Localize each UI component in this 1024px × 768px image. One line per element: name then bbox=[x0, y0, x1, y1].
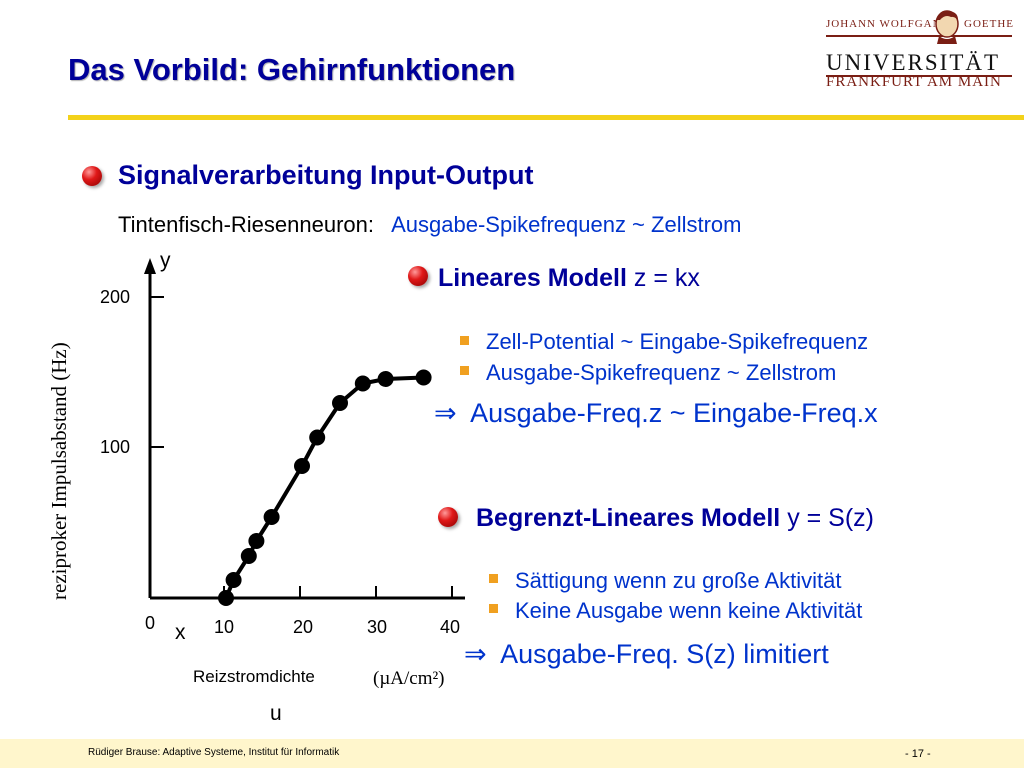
section-subtitle: Tintenfisch-Riesenneuron: Ausgabe-Spikef… bbox=[118, 212, 741, 238]
bounded-bullet: Keine Ausgabe wenn keine Aktivität bbox=[515, 598, 863, 623]
bounded-model-formula: y = S(z) bbox=[787, 504, 875, 532]
logo-divider-top bbox=[826, 35, 1012, 37]
section-heading: Signalverarbeitung Input-Output bbox=[118, 160, 534, 190]
slide-title: Das Vorbild: Gehirnfunktionen bbox=[68, 52, 516, 87]
x-tick-label-40: 40 bbox=[440, 617, 460, 637]
bounded-bullet: Sättigung wenn zu große Aktivität bbox=[515, 568, 842, 593]
data-point bbox=[218, 590, 234, 606]
y-axis-title: reziproker Impulsabstand (Hz) bbox=[47, 342, 71, 600]
linear-model-heading: Lineares Modell z = kx bbox=[438, 264, 700, 293]
data-point bbox=[354, 375, 371, 392]
x-tick-label-0: 0 bbox=[145, 613, 155, 633]
u-variable-label: u bbox=[270, 702, 282, 725]
footer-author: Rüdiger Brause: Adaptive Systeme, Instit… bbox=[88, 747, 340, 758]
goethe-portrait-icon bbox=[935, 10, 959, 44]
bullet-ball-icon bbox=[408, 266, 428, 286]
linear-implication: ⇒ Ausgabe-Freq.z ~ Eingabe-Freq.x bbox=[434, 398, 878, 429]
x-tick-label-10: 10 bbox=[214, 617, 234, 637]
logo-divider-mid bbox=[826, 75, 1012, 77]
square-bullet-icon bbox=[460, 366, 469, 375]
bounded-implication: ⇒ Ausgabe-Freq. S(z) limitiert bbox=[464, 639, 829, 670]
data-point bbox=[377, 371, 394, 387]
bounded-implication-text: Ausgabe-Freq. S(z) limitiert bbox=[500, 639, 829, 669]
neuron-response-chart: 200 100 0 10 20 30 40 y x u Reizstromdic… bbox=[47, 249, 465, 725]
x-axis-title: Reizstromdichte bbox=[193, 667, 315, 686]
university-logo: JOHANN WOLFGANG GOETHE UNIVERSITÄT FRANK… bbox=[820, 8, 1020, 96]
y-tick-label-200: 200 bbox=[100, 287, 130, 307]
data-series bbox=[218, 369, 432, 606]
data-point bbox=[263, 509, 280, 525]
implies-arrow-icon: ⇒ bbox=[464, 639, 487, 669]
title-underline bbox=[68, 115, 1024, 120]
data-point bbox=[240, 548, 257, 564]
implies-arrow-icon: ⇒ bbox=[434, 398, 457, 428]
footer-bar: Rüdiger Brause: Adaptive Systeme, Instit… bbox=[0, 739, 1024, 768]
logo-top-left: JOHANN WOLFGANG bbox=[826, 18, 951, 30]
x-tick-label-30: 30 bbox=[367, 617, 387, 637]
bounded-model-title: Begrenzt-Lineares Modell bbox=[476, 504, 781, 532]
logo-city: FRANKFURT AM MAIN bbox=[826, 74, 1002, 90]
y-variable-label: y bbox=[160, 249, 171, 272]
y-tick-label-100: 100 bbox=[100, 437, 130, 457]
logo-university: UNIVERSITÄT bbox=[826, 50, 1001, 75]
series-line bbox=[224, 375, 424, 599]
bounded-model-heading: Begrenzt-Lineares Modell y = S(z) bbox=[476, 504, 874, 533]
linear-bullet: Zell-Potential ~ Eingabe-Spikefrequenz bbox=[486, 329, 869, 354]
linear-bullet: Ausgabe-Spikefrequenz ~ Zellstrom bbox=[486, 360, 837, 385]
square-bullet-icon bbox=[489, 574, 498, 583]
data-point bbox=[332, 395, 348, 411]
y-axis-arrow-icon bbox=[144, 258, 156, 274]
x-tick-label-20: 20 bbox=[293, 617, 313, 637]
square-bullet-icon bbox=[489, 604, 498, 613]
subtitle-relation: Ausgabe-Spikefrequenz ~ Zellstrom bbox=[391, 212, 742, 237]
square-bullet-icon bbox=[460, 336, 469, 345]
bullet-ball-icon bbox=[438, 507, 458, 527]
page-number: - 17 - bbox=[905, 748, 931, 760]
linear-model-formula: z = kx bbox=[633, 264, 700, 292]
data-point bbox=[225, 572, 242, 588]
data-point bbox=[248, 533, 265, 549]
bullet-ball-icon bbox=[82, 166, 102, 186]
data-point bbox=[415, 369, 432, 386]
data-point bbox=[294, 458, 310, 474]
data-point bbox=[309, 429, 326, 446]
logo-top-right: GOETHE bbox=[964, 18, 1014, 30]
linear-model-title: Lineares Modell bbox=[438, 264, 627, 292]
x-axis-unit: (µA/cm²) bbox=[373, 668, 445, 689]
x-variable-label: x bbox=[175, 621, 186, 644]
linear-implication-text: Ausgabe-Freq.z ~ Eingabe-Freq.x bbox=[470, 398, 878, 428]
subtitle-prefix: Tintenfisch-Riesenneuron: bbox=[118, 212, 374, 237]
